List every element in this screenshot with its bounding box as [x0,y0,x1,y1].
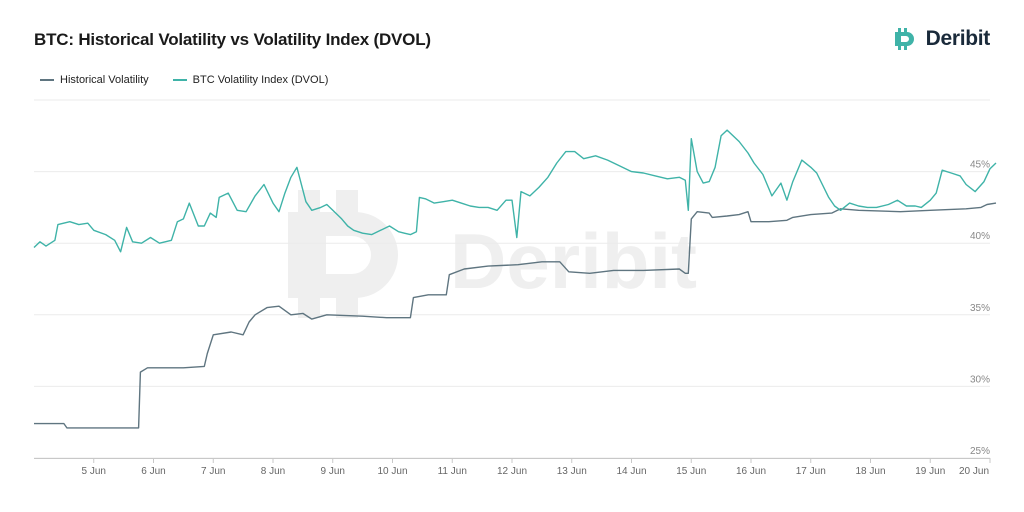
x-tick-label: 9 Jun [321,466,345,477]
y-tick-label: 30% [970,374,990,385]
x-tick-label: 5 Jun [82,466,106,477]
legend-label-historical: Historical Volatility [60,74,149,86]
x-tick-label: 20 Jun [959,466,989,477]
x-tick-label: 10 Jun [377,466,407,477]
y-tick-label: 45% [970,160,990,171]
x-axis: 5 Jun 6 Jun 7 Jun 8 Jun 9 Jun 10 Jun 11 Jun 12 … [34,458,991,477]
series-line-historical-volatility [34,202,997,429]
x-tick-label: 16 Jun [736,466,766,477]
x-tick-label: 11 Jun [438,466,467,477]
series-layer [33,129,997,429]
legend-item-dvol[interactable]: BTC Volatility Index (DVOL) [172,74,329,86]
x-tick-label: 19 Jun [915,466,945,477]
chart-title: BTC: Historical Volatility vs Volatility… [34,30,431,49]
y-tick-label: 25% [970,446,990,457]
brand-name: Deribit [925,27,991,50]
x-tick-label: 14 Jun [616,466,646,477]
brand-logo: Deribit [894,26,990,52]
y-tick-label: 35% [970,303,990,314]
legend-swatch-historical [40,79,54,81]
chart-legend: Historical Volatility BTC Volatility Ind… [40,74,328,86]
watermark-text: Deribit [450,217,697,305]
x-tick-label: 15 Jun [676,466,706,477]
x-tick-label: 18 Jun [855,466,885,477]
legend-label-dvol: BTC Volatility Index (DVOL) [192,74,329,86]
x-tick-label: 17 Jun [796,466,826,477]
legend-swatch-dvol [172,79,187,81]
y-tick-label: 40% [970,231,990,242]
watermark: Deribit [288,190,697,318]
deribit-logo-icon [894,28,914,50]
x-tick-label: 13 Jun [557,466,587,477]
x-tick-label: 6 Jun [141,466,165,477]
y-axis-labels: 25% 30% 35% 40% 45% [970,160,990,457]
watermark-logo-icon [288,190,398,318]
x-tick-label: 8 Jun [261,466,285,477]
x-tick-label: 12 Jun [497,466,527,477]
x-tick-label: 7 Jun [201,466,225,477]
series-line-dvol [33,129,997,253]
legend-item-historical-volatility[interactable]: Historical Volatility [40,74,149,86]
